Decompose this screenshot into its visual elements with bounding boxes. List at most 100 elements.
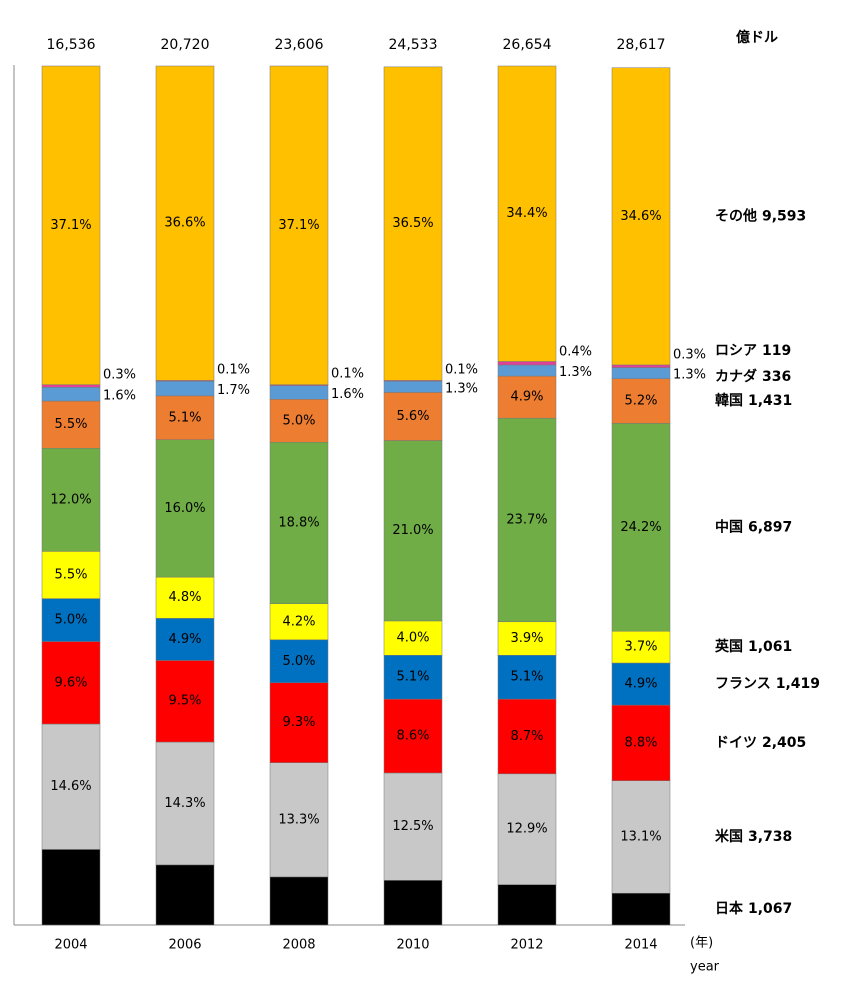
value-label: 9.5% <box>168 694 201 709</box>
value-label: 16.0% <box>164 501 205 516</box>
value-label: 5.1% <box>168 410 201 425</box>
value-label: 5.1% <box>396 670 429 685</box>
unit-label: 億ドル <box>736 29 778 46</box>
value-label: 4.9% <box>510 390 543 405</box>
value-label: 34.4% <box>506 206 547 221</box>
bar-segment <box>269 603 329 641</box>
bar-segment <box>383 655 443 700</box>
value-label: 7.0% <box>168 887 201 902</box>
value-label: 14.3% <box>164 796 205 811</box>
value-label: 4.2% <box>282 614 315 629</box>
bar-segment <box>41 387 101 402</box>
legend-entry: 米国 3,738 <box>715 828 792 845</box>
value-label: 5.1% <box>510 670 543 685</box>
value-label: 13.3% <box>278 812 319 827</box>
value-label: 4.8% <box>168 590 201 605</box>
legend-name: 中国 <box>715 518 743 535</box>
legend-name: 日本 <box>715 900 744 917</box>
value-label: 14.6% <box>50 779 91 794</box>
bar-segment <box>383 381 443 393</box>
value-label: 4.9% <box>168 632 201 647</box>
value-label: 1.7% <box>217 383 250 398</box>
bar-segment <box>497 361 557 366</box>
legend-entry: フランス 1,419 <box>715 676 820 692</box>
bar-segment <box>41 551 101 599</box>
bar-segment <box>497 65 557 362</box>
bar-segment <box>611 892 671 926</box>
total-label: 28,617 <box>617 37 666 53</box>
value-label: 8.8% <box>54 880 87 895</box>
value-label: 1.6% <box>103 389 136 404</box>
bar-segment <box>269 441 329 604</box>
value-label: 4.9% <box>624 677 657 692</box>
bar-segment <box>383 66 443 381</box>
bar-segment <box>383 880 443 926</box>
value-label: 9.3% <box>282 715 315 730</box>
total-label: 20,720 <box>161 37 210 53</box>
value-label: 13.1% <box>620 829 661 844</box>
bar-segment <box>269 639 329 684</box>
bar-segment <box>41 400 101 449</box>
bar-segment <box>41 598 101 642</box>
bar-segment <box>269 65 329 385</box>
value-label: 23.7% <box>506 512 547 527</box>
legend-name: 米国 <box>715 828 743 845</box>
bar-segment <box>41 641 101 725</box>
legend-entry: 中国 6,897 <box>715 518 792 535</box>
bar-segment <box>155 864 215 926</box>
legend-entry: 日本 1,067 <box>715 900 792 917</box>
value-label: 34.6% <box>620 209 661 224</box>
x-axis-label-en: year <box>690 960 720 975</box>
bar-segment <box>497 417 557 623</box>
legend-name: フランス <box>715 676 771 692</box>
value-label: 5.2% <box>396 895 429 910</box>
legend-name: 英国 <box>714 638 743 655</box>
bar-segment <box>611 67 671 366</box>
value-label: 37.1% <box>278 218 319 233</box>
legend-entry: 韓国 1,431 <box>715 392 792 409</box>
bar-segment <box>155 618 215 661</box>
bar-segment <box>611 704 671 781</box>
bar-segment <box>155 660 215 743</box>
value-label: 5.5% <box>54 567 87 582</box>
legend-name: カナダ <box>715 368 757 385</box>
value-label: 24.2% <box>620 520 661 535</box>
bar-segment <box>611 662 671 706</box>
legend-entry: 英国 1,061 <box>714 638 792 655</box>
value-label: 3.7% <box>624 902 657 917</box>
value-label: 0.4% <box>559 345 592 360</box>
legend-total: 336 <box>762 369 791 385</box>
value-label: 9.6% <box>54 675 87 690</box>
value-label: 4.7% <box>510 897 543 912</box>
value-label: 0.1% <box>445 362 478 377</box>
bar-segment <box>611 780 671 894</box>
value-label: 5.5% <box>54 417 87 432</box>
bar-segment <box>611 630 671 664</box>
bar-segment <box>383 772 443 881</box>
bar-segment <box>41 65 101 385</box>
x-tick-label: 2010 <box>396 938 429 953</box>
value-label: 12.0% <box>50 492 91 507</box>
value-label: 18.8% <box>278 515 319 530</box>
value-label: 5.0% <box>282 413 315 428</box>
bar-segment <box>383 698 443 774</box>
bar-segment <box>41 384 101 388</box>
value-label: 0.3% <box>103 367 136 382</box>
x-tick-label: 2008 <box>282 938 315 953</box>
bar-segment <box>383 392 443 441</box>
value-label: 8.7% <box>510 729 543 744</box>
legend-total: 119 <box>762 343 791 359</box>
value-label: 1.3% <box>559 365 592 380</box>
value-label: 0.3% <box>673 348 706 363</box>
x-axis-label: (年) <box>690 936 713 951</box>
value-label: 5.6% <box>282 893 315 908</box>
value-label: 3.9% <box>510 631 543 646</box>
legend-total: 1,067 <box>748 901 792 917</box>
bar-segment <box>155 395 215 440</box>
legend-name: その他 <box>715 207 757 224</box>
bar-segment <box>611 423 671 632</box>
bar-segment <box>497 884 557 926</box>
total-label: 23,606 <box>275 37 324 53</box>
value-label: 12.9% <box>506 822 547 837</box>
